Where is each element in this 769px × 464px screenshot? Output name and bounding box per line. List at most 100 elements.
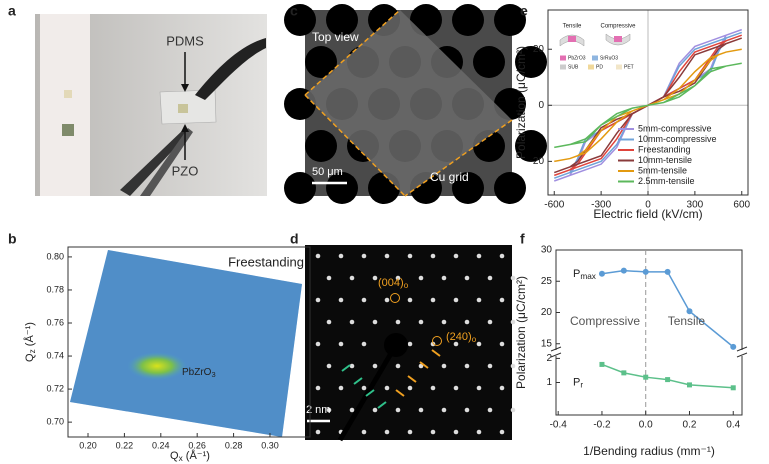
grid-hole: [326, 4, 358, 36]
point: [598, 270, 605, 277]
spot: [395, 319, 401, 325]
y-tick-label: 25: [541, 276, 553, 287]
spot: [441, 363, 447, 369]
spot-ring: [432, 336, 442, 346]
grid-hole: [494, 4, 526, 36]
spot: [441, 407, 447, 413]
x-axis-label-part: Q: [170, 450, 179, 462]
photo-a: [35, 14, 267, 196]
arrow: [365, 389, 375, 397]
spot: [487, 319, 493, 325]
spot: [510, 275, 516, 281]
spot: [384, 385, 390, 391]
y-tick-label: 0: [538, 100, 544, 111]
series-label: Pmax: [573, 268, 597, 281]
y-tick-label: -20: [530, 156, 545, 167]
spot: [361, 341, 367, 347]
spot: [338, 385, 344, 391]
spot: [361, 429, 367, 435]
spot: [464, 363, 470, 369]
image-label: Top view: [312, 30, 359, 44]
grid-hole: [284, 4, 316, 36]
image-label: Cu grid: [430, 170, 469, 184]
spot: [338, 253, 344, 259]
panel-label: a: [8, 3, 16, 19]
spot-label: (004)o: [378, 277, 409, 290]
photo-label: PZO: [172, 163, 199, 178]
y-tick-label: 20: [533, 44, 545, 55]
spot: [384, 429, 390, 435]
spot: [499, 429, 505, 435]
y-tick-label: 15: [541, 338, 553, 349]
x-tick-label: 0.30: [261, 440, 279, 450]
chart-title: Freestanding: [228, 254, 304, 269]
series-line: [601, 363, 734, 389]
spot: [487, 275, 493, 281]
point: [599, 361, 605, 367]
spot: [476, 385, 482, 391]
annotation-part: 3: [211, 370, 215, 379]
spot: [338, 341, 344, 347]
grid-hole: [473, 46, 505, 78]
x-axis-label: 1/Bending radius (mm⁻¹): [583, 444, 715, 458]
panel-label: c: [290, 3, 298, 19]
grid-hole: [284, 172, 316, 204]
spot: [315, 385, 321, 391]
scale-bar-label: 50 μm: [312, 166, 343, 178]
spot: [430, 253, 436, 259]
spot: [407, 253, 413, 259]
x-axis-label-part: x: [179, 454, 184, 463]
y-tick-label: 0.70: [46, 417, 64, 427]
spot: [430, 385, 436, 391]
y-tick-label: 2: [546, 353, 552, 364]
grid-hole: [515, 46, 547, 78]
spot: [315, 297, 321, 303]
map-texture: [70, 250, 302, 437]
photo-label: PDMS: [166, 33, 204, 48]
spot-sub: o: [472, 335, 477, 344]
annotation: PbZrO3: [182, 367, 216, 379]
beam-stop-arm: [337, 343, 399, 442]
spot: [372, 275, 378, 281]
y-axis-label: Qz (Å⁻¹): [23, 322, 37, 362]
inset-film: [568, 36, 576, 42]
inset-key-label: PET: [624, 64, 634, 70]
spot: [315, 341, 321, 347]
spot: [499, 297, 505, 303]
point: [730, 343, 737, 350]
spot: [349, 407, 355, 413]
grid-hole: [515, 130, 547, 162]
plot-frame: [67, 246, 311, 438]
spot: [407, 429, 413, 435]
spot: [453, 341, 459, 347]
series-line: [601, 269, 734, 348]
arrow: [407, 375, 417, 383]
point: [730, 385, 736, 391]
x-tick-label: -0.2: [593, 420, 611, 431]
legend-label: 5mm-compressive: [638, 123, 712, 133]
panel-label: b: [8, 231, 17, 247]
map-area: [70, 250, 302, 437]
spot-index: (240): [446, 331, 472, 343]
arrow: [377, 401, 387, 409]
series-label-part: P: [573, 268, 580, 280]
spot: [349, 319, 355, 325]
y-tick-label: 20: [541, 307, 553, 318]
y-tick-label: 0.80: [46, 251, 64, 261]
micrograph-c: [284, 4, 547, 204]
spot: [499, 385, 505, 391]
y-axis-label: Polarization (μC/cm²): [514, 46, 528, 159]
inset-key: [592, 55, 598, 61]
inset-label: Tensile: [563, 24, 582, 30]
spot: [418, 275, 424, 281]
loop-line: [554, 62, 742, 149]
point: [643, 374, 649, 380]
y-tick-label: 0.72: [46, 383, 64, 393]
legend-label: 2.5mm-tensile: [638, 176, 695, 186]
spot: [407, 341, 413, 347]
grid-hole: [305, 130, 337, 162]
scale-bar-label: 2 nm: [306, 404, 330, 416]
x-tick-label: 0.0: [639, 420, 653, 431]
region-label: Tensile: [668, 314, 706, 328]
inset-label: Compressive: [600, 24, 636, 30]
